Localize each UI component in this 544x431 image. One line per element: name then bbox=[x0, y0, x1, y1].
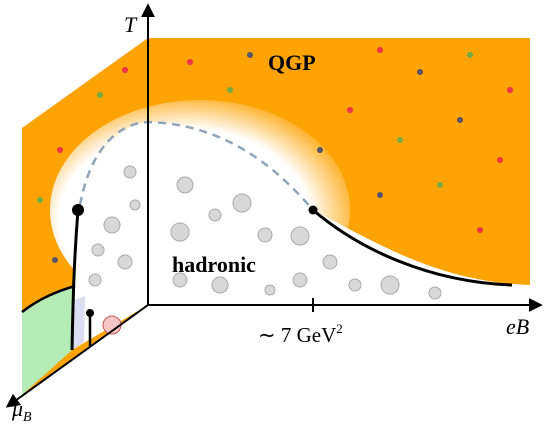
region-label: hadronic bbox=[172, 252, 256, 277]
axis-label-sub: B bbox=[23, 410, 32, 425]
axis-label: T bbox=[124, 12, 138, 37]
axis-label-main: μ bbox=[11, 396, 23, 421]
phase-diagram: T eB μB QGP hadronic ∼ 7 GeV2 bbox=[0, 0, 544, 431]
axis-label: μB bbox=[11, 396, 32, 425]
tick-label-sup: 2 bbox=[336, 321, 343, 336]
tick-label-main: ∼ 7 GeV bbox=[258, 323, 336, 347]
critical-point bbox=[72, 204, 84, 216]
tick-label: ∼ 7 GeV2 bbox=[258, 321, 343, 347]
critical-point bbox=[86, 309, 94, 317]
axis-label: eB bbox=[506, 314, 529, 339]
region-label: QGP bbox=[268, 50, 316, 75]
critical-point bbox=[309, 206, 318, 215]
